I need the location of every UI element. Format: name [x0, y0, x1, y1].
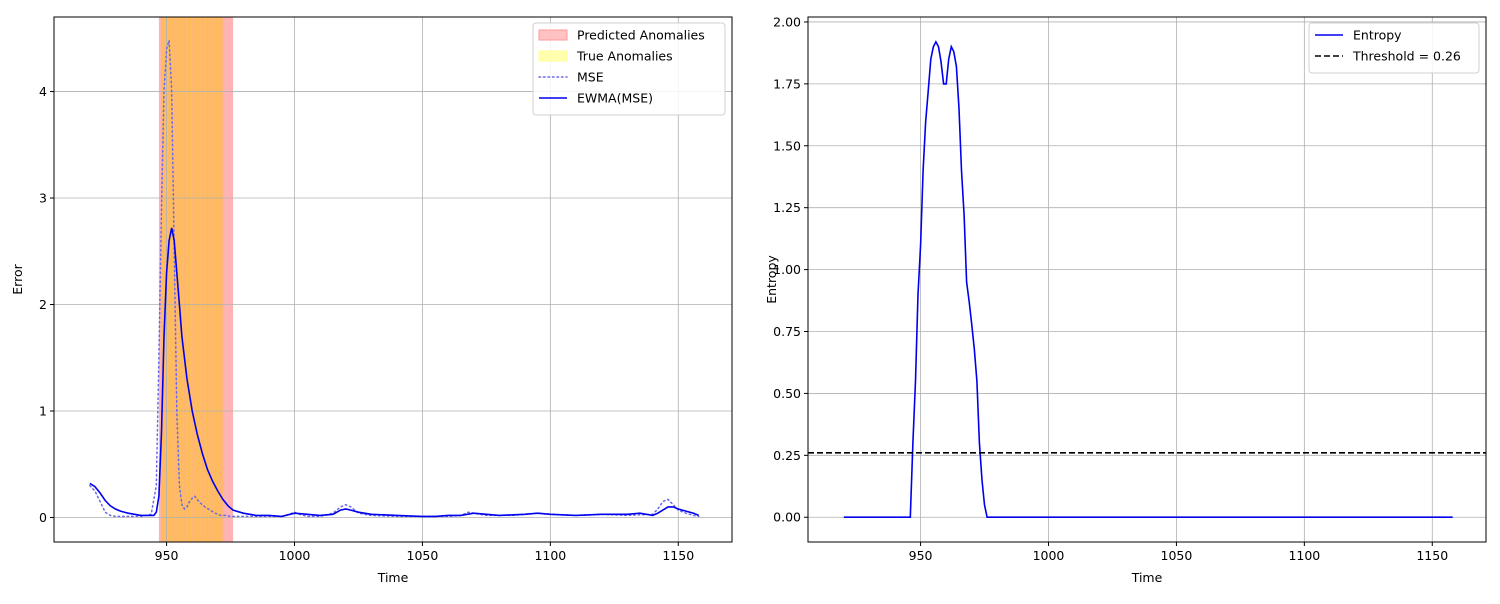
x-axis-label: Time	[377, 570, 409, 585]
legend-label: EWMA(MSE)	[577, 91, 653, 106]
y-tick-label: 1.75	[773, 76, 801, 91]
legend-label: Predicted Anomalies	[577, 28, 705, 43]
axes-frame	[53, 16, 733, 543]
y-axis-label: Error	[10, 263, 25, 294]
panel-1: 950 1000 1050 1100 1150 0 1 2 3 4 Time Error Predict…	[10, 16, 733, 585]
series-line-entropy	[843, 40, 1453, 519]
axes-frame	[807, 16, 1487, 543]
y-tick-label: 1	[39, 404, 47, 419]
legend-label: Entropy	[1353, 28, 1402, 43]
y-tick-label: 1.50	[773, 138, 801, 153]
x-tick-label: 1150	[1416, 548, 1448, 563]
x-tick-label: 1100	[1288, 548, 1320, 563]
y-axis-label: Entropy	[764, 255, 779, 304]
y-tick-label: 3	[39, 191, 47, 206]
y-tick-label: 2.00	[773, 14, 801, 29]
legend: Entropy Threshold = 0.26	[1308, 22, 1480, 74]
y-tick-label: 1.00	[773, 262, 801, 277]
x-tick-label: 1100	[534, 548, 566, 563]
x-tick-label: 950	[909, 548, 933, 563]
x-axis-label: Time	[1131, 570, 1163, 585]
legend: Predicted Anomalies True Anomalies MSE EWMA…	[532, 22, 726, 116]
legend-label: True Anomalies	[576, 49, 673, 64]
x-tick-label: 1050	[407, 548, 439, 563]
legend-box	[1308, 22, 1480, 74]
y-tick-label: 1.25	[773, 200, 801, 215]
x-tick-label: 1000	[1033, 548, 1065, 563]
y-tick-label: 0.00	[773, 510, 801, 525]
legend-box	[532, 22, 726, 116]
x-tick-label: 950	[155, 548, 179, 563]
legend-handle-predicted	[538, 29, 568, 41]
y-tick-label: 2	[39, 297, 47, 312]
y-tick-label: 0.25	[773, 448, 801, 463]
y-tick-label: 0.50	[773, 386, 801, 401]
x-tick-label: 1000	[279, 548, 311, 563]
y-tick-label: 0.75	[773, 324, 801, 339]
y-tick-label: 0	[39, 510, 47, 525]
series-line-ewma-mse	[89, 227, 700, 518]
x-tick-label: 1050	[1161, 548, 1193, 563]
legend-handle-true	[538, 50, 568, 62]
y-tick-label: 4	[39, 84, 47, 99]
legend-label: Threshold = 0.26	[1352, 49, 1461, 64]
panel-2: 950 1000 1050 1100 1150 0.00 0.25 0.50 0.75 1.00 1…	[764, 14, 1487, 585]
legend-label: MSE	[577, 70, 604, 85]
x-tick-label: 1150	[662, 548, 694, 563]
